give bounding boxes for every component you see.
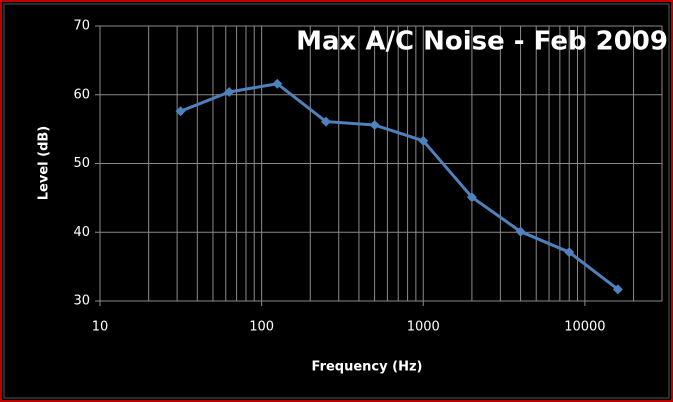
plot-border (99, 25, 663, 302)
data-point (369, 120, 380, 130)
data-point (564, 247, 575, 258)
data-point (175, 106, 186, 117)
y-tick-label: 40 (73, 225, 90, 240)
data-line (179, 82, 619, 291)
data-point (320, 116, 331, 127)
data-point (515, 226, 526, 237)
chart-title: Max A/C Noise - Feb 2009 (296, 27, 668, 57)
x-tick-label: 100 (249, 320, 274, 335)
y-tick-label: 30 (73, 294, 90, 309)
data-point (224, 87, 235, 97)
x-tick-label: 1000 (407, 320, 440, 335)
y-axis-title: Level (dB) (37, 126, 52, 200)
x-axis-title: Frequency (Hz) (312, 360, 423, 375)
y-tick-label: 60 (73, 87, 90, 102)
data-point (272, 78, 283, 89)
y-tick-label: 50 (73, 156, 90, 171)
x-tick-label: 10000 (564, 320, 605, 335)
data-point (466, 192, 477, 203)
data-point (612, 284, 623, 295)
inner-frame (3, 3, 670, 399)
x-tick-label: 10 (92, 320, 109, 335)
y-tick-label: 70 (73, 19, 90, 34)
data-point (418, 135, 429, 146)
